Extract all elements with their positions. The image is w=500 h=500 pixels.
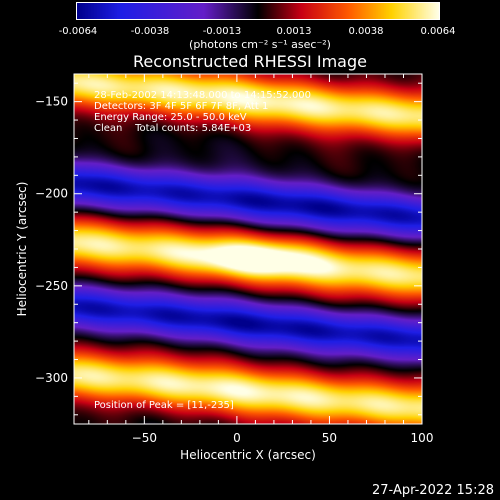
colorbar-tick-label: -0.0064 [58, 26, 98, 37]
x-tick-label: 100 [411, 431, 434, 445]
annotation-counts: Clean Total counts: 5.84E+03 [94, 123, 251, 134]
annotations: 28-Feb-2002 14:13:48.000 to 14:15:52.000… [94, 90, 311, 411]
colorbar-units: (photons cm⁻² s⁻¹ asec⁻²) [189, 38, 331, 51]
y-tick-label: −150 [35, 95, 68, 109]
y-tick-label: −300 [35, 371, 68, 385]
colorbar-tick-label: -0.0038 [130, 26, 170, 37]
heatmap-plot: 28-Feb-2002 14:13:48.000 to 14:15:52.000… [15, 73, 434, 462]
chart-title: Reconstructed RHESSI Image [133, 52, 367, 71]
footer-date: 27-Apr-2022 15:28 [372, 483, 494, 498]
annotation-peak-position: Position of Peak = [11,-235] [94, 400, 234, 411]
x-tick-label: 0 [233, 431, 241, 445]
colorbar-gradient [76, 2, 440, 20]
y-tick-label: −250 [35, 279, 68, 293]
heatmap-image [74, 74, 422, 424]
x-axis-label: Heliocentric X (arcsec) [180, 448, 316, 462]
y-axis-label: Heliocentric Y (arcsec) [15, 182, 29, 317]
x-tick-label: −50 [132, 431, 157, 445]
annotation-detectors: Detectors: 3F 4F 5F 6F 7F 8F, Att 1 [94, 101, 268, 112]
colorbar-tick-label: 0.0038 [348, 26, 384, 37]
annotation-time-range: 28-Feb-2002 14:13:48.000 to 14:15:52.000 [94, 90, 311, 101]
colorbar-tick-label: 0.0013 [276, 26, 312, 37]
colorbar-tick-label: -0.0013 [202, 26, 242, 37]
colorbar-tick-label: 0.0064 [420, 26, 456, 37]
colorbar [76, 2, 440, 20]
annotation-energy-range: Energy Range: 25.0 - 50.0 keV [94, 112, 247, 123]
x-tick-label: 50 [322, 431, 337, 445]
y-tick-label: −200 [35, 187, 68, 201]
